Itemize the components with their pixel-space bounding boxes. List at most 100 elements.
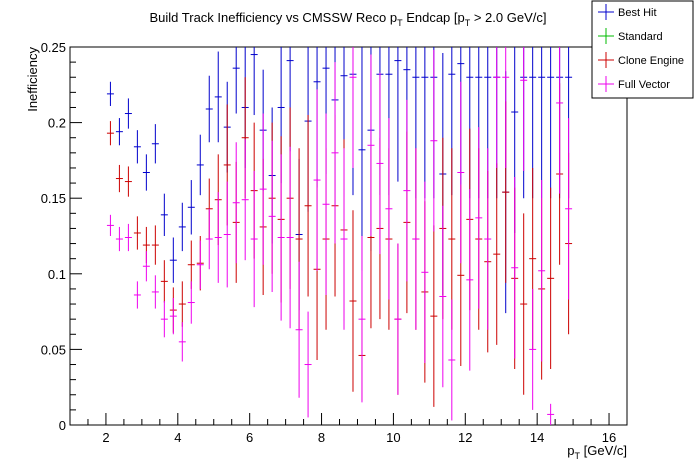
data-point xyxy=(457,81,465,264)
x-tick-label: 4 xyxy=(174,430,181,445)
data-point xyxy=(160,193,168,236)
x-tick-label: 2 xyxy=(102,430,109,445)
data-point xyxy=(511,177,519,359)
data-point xyxy=(151,124,159,164)
data-point xyxy=(331,62,339,244)
legend: Best Hit Standard Clone Engine Full Vector xyxy=(591,0,694,99)
data-point xyxy=(385,118,393,300)
y-tick-label: 0.2 xyxy=(48,116,66,131)
data-point xyxy=(205,208,213,270)
data-point xyxy=(187,240,195,289)
data-point xyxy=(115,226,123,252)
x-axis: 2 4 6 8 10 12 14 16 xyxy=(69,413,628,445)
data-point xyxy=(142,251,150,282)
data-point xyxy=(430,225,438,407)
data-point xyxy=(340,148,348,330)
data-point xyxy=(538,47,546,199)
data-point xyxy=(196,240,204,289)
data-point xyxy=(394,243,402,395)
data-point xyxy=(493,163,501,345)
data-point xyxy=(250,170,258,308)
data-point xyxy=(223,181,231,288)
data-point xyxy=(178,202,186,252)
data-point xyxy=(124,166,132,197)
data-point xyxy=(394,47,402,182)
data-point xyxy=(106,81,114,106)
legend-label: Standard xyxy=(618,31,663,43)
data-point xyxy=(403,99,411,282)
data-point xyxy=(466,189,474,371)
legend-label: Full Vector xyxy=(618,79,670,91)
data-point xyxy=(232,142,240,264)
series-best-hit xyxy=(106,47,573,314)
data-point xyxy=(367,54,375,236)
data-point xyxy=(178,281,186,327)
data-point xyxy=(304,311,312,418)
legend-label: Best Hit xyxy=(618,7,657,19)
data-point xyxy=(142,154,150,191)
x-tick-label: 16 xyxy=(602,430,616,445)
y-axis-label: Inefficiency xyxy=(25,47,40,112)
data-point xyxy=(484,148,492,330)
data-point xyxy=(106,121,114,146)
data-point xyxy=(259,113,267,265)
data-point xyxy=(133,216,141,250)
x-tick-label: 12 xyxy=(458,430,472,445)
y-tick-label: 0.05 xyxy=(41,342,66,357)
data-point xyxy=(376,72,384,255)
data-point xyxy=(520,47,528,171)
series-layer xyxy=(106,47,573,425)
data-point xyxy=(133,130,141,164)
data-point xyxy=(205,75,213,143)
data-point xyxy=(547,47,555,199)
data-point xyxy=(241,139,249,261)
y-tick-label: 0 xyxy=(59,418,66,433)
x-axis-label: pT [GeV/c] xyxy=(567,443,627,461)
data-point xyxy=(169,297,177,335)
y-tick-label: 0.25 xyxy=(41,40,66,55)
data-point xyxy=(430,50,438,232)
y-tick-label: 0.15 xyxy=(41,191,66,206)
x-tick-label: 6 xyxy=(246,430,253,445)
data-point xyxy=(187,180,195,235)
data-point xyxy=(124,223,132,252)
data-point xyxy=(565,118,573,300)
data-point xyxy=(358,47,366,271)
y-axis: 0 0.05 0.1 0.15 0.2 0.25 xyxy=(41,40,82,433)
data-point xyxy=(412,148,420,330)
data-point xyxy=(106,214,114,236)
data-point xyxy=(151,275,159,309)
data-point xyxy=(169,237,177,283)
data-point xyxy=(133,281,141,309)
data-point xyxy=(313,89,321,271)
data-point xyxy=(196,134,204,196)
legend-label: Clone Engine xyxy=(618,55,684,67)
legend-entry: Clone Engine xyxy=(598,52,684,68)
data-point xyxy=(349,210,357,392)
legend-box xyxy=(591,0,694,99)
data-point xyxy=(439,205,447,388)
data-point xyxy=(493,47,501,168)
data-point xyxy=(124,98,132,129)
data-point xyxy=(502,47,510,168)
data-point xyxy=(160,301,168,338)
legend-entry: Standard xyxy=(598,28,663,44)
data-point xyxy=(520,213,528,395)
data-point xyxy=(268,140,276,292)
data-point xyxy=(358,236,366,403)
data-point xyxy=(160,260,168,303)
data-point xyxy=(277,154,285,321)
data-point xyxy=(421,181,429,364)
legend-entry: Full Vector xyxy=(598,76,670,92)
data-point xyxy=(421,47,429,199)
data-point xyxy=(322,113,330,295)
data-point xyxy=(232,47,240,114)
series-full-vector xyxy=(106,47,573,425)
data-point xyxy=(304,115,312,297)
data-point xyxy=(178,322,186,362)
data-point xyxy=(295,261,303,398)
data-point xyxy=(538,180,546,362)
data-point xyxy=(547,187,555,370)
chart-title: Build Track Inefficiency vs CMSSW Reco p… xyxy=(150,10,547,28)
x-tick-label: 8 xyxy=(318,430,325,445)
